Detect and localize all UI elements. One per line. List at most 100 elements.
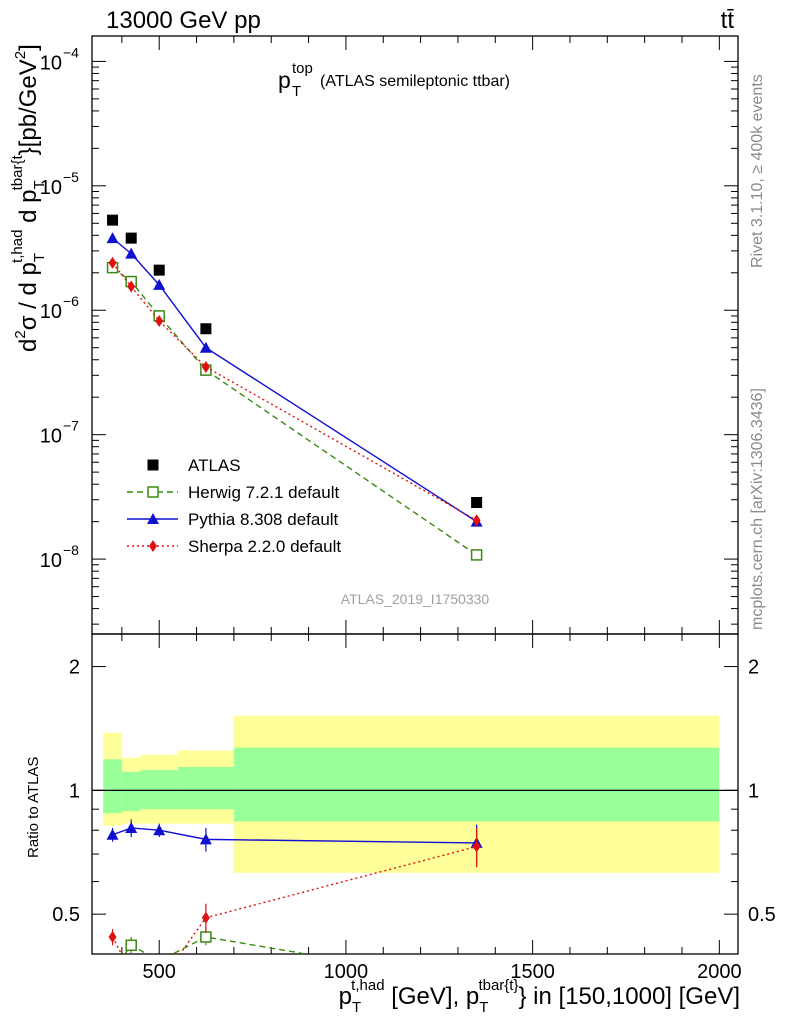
main-line-2 — [112, 237, 477, 523]
ylabel-sigma: σ / d p — [15, 262, 42, 330]
main-point-1-4 — [470, 549, 483, 561]
legend-label-2: Pythia 8.308 default — [188, 510, 339, 529]
legend: ATLAS Herwig 7.2.1 default Pythia 8.308 de… — [127, 456, 341, 556]
main-y-tick-labels: 10−810−710−610−510−4 — [40, 44, 79, 572]
ratio-y-tick-label-left-1: 1 — [69, 780, 80, 802]
x-tick-label-1: 1000 — [324, 961, 369, 983]
x-tick-label-3: 2000 — [697, 961, 742, 983]
ratio-plot-frame — [91, 633, 739, 955]
ratio-y-tick-label-right-2: 2 — [748, 657, 759, 679]
main-y-tick-exp: −7 — [63, 418, 79, 434]
main-point-2-0 — [106, 232, 119, 244]
xlabel-sup2: tbar{t} — [478, 977, 518, 994]
ratio-y-tick-label-left-2: 2 — [69, 657, 80, 679]
analysis-watermark: ATLAS_2019_I1750330 — [341, 591, 490, 607]
title-sub: T — [292, 83, 301, 100]
main-point-3-3 — [201, 360, 210, 373]
ylabel-d2: d — [15, 339, 42, 352]
main-y-tick-label-0: 10 −8 — [40, 542, 79, 572]
main-y-tick-exp: −5 — [63, 169, 79, 185]
xlabel-tail: } in [150,1000] [GeV] — [519, 983, 741, 1010]
xlabel-s2: T — [479, 999, 488, 1016]
ylabel-unit: }[pb/GeV — [15, 59, 42, 155]
main-point-3-4 — [472, 514, 481, 527]
main-point-3-0 — [108, 256, 117, 269]
ratio-point-0-3 — [200, 931, 212, 943]
main-y-tick-base: 10 — [40, 52, 62, 74]
main-y-tick-base: 10 — [40, 177, 62, 199]
x-tick-label-0: 500 — [143, 961, 176, 983]
main-title: p top T (ATLAS semileptonic ttbar) — [278, 60, 510, 100]
main-line-3 — [111, 262, 477, 521]
main-point-0-2 — [153, 264, 165, 276]
ratio-y-tick-labels: 0.5 0.5 1 1 2 2 — [52, 657, 776, 927]
ratio-y-tick-label-left-0: 0.5 — [52, 904, 80, 926]
ratio-point-1-3 — [199, 833, 212, 845]
ratio-point-0-1 — [125, 939, 137, 952]
rivet-label: Rivet 3.1.10, ≥ 400k events — [749, 74, 766, 268]
main-series-layer — [106, 214, 483, 561]
ylabel-close: ] — [15, 44, 42, 51]
ylabel-unitsup: 2 — [12, 51, 29, 59]
ratio-y-axis-title: Ratio to ATLAS — [25, 757, 42, 858]
title-rest: (ATLAS semileptonic ttbar) — [320, 73, 510, 90]
main-y-tick-exp: −8 — [63, 542, 79, 558]
process-label: tt̄ — [721, 7, 735, 34]
ylabel-t: T — [31, 253, 48, 262]
ylabel-dp: d p — [15, 190, 42, 230]
legend-marker-3 — [149, 540, 157, 552]
ratio-point-2-0 — [108, 930, 117, 943]
band-green-1 — [121, 771, 141, 812]
legend-label-0: ATLAS — [188, 456, 241, 475]
ratio-x-tick-labels: 500 1000 1500 2000 — [143, 961, 742, 983]
ratio-y-tick-label-right-1: 1 — [748, 780, 759, 802]
band-green-4 — [233, 747, 720, 822]
band-green-3 — [177, 766, 234, 810]
main-y-tick-label-1: 10 −7 — [40, 418, 79, 448]
title-p: p — [278, 67, 291, 93]
main-point-2-1 — [125, 247, 138, 259]
ylabel-tbar: tbar{t — [9, 155, 26, 191]
main-y-tick-base: 10 — [40, 426, 62, 448]
ylabel-sup2: 2 — [12, 330, 29, 338]
main-y-tick-base: 10 — [40, 301, 62, 323]
xlabel-s1: T — [352, 999, 361, 1016]
main-line-1 — [112, 267, 478, 556]
main-point-0-0 — [107, 214, 119, 226]
main-y-tick-label-3: 10 −5 — [40, 169, 79, 199]
ylabel-t2: T — [31, 180, 48, 189]
main-point-2-3 — [199, 341, 212, 353]
ratio-point-0-0 — [108, 965, 118, 975]
legend-label-3: Sherpa 2.2.0 default — [188, 537, 341, 556]
x-axis-title: pTt,had [GeV], pTtbar{t}} in [150,1000] … — [339, 977, 740, 1016]
main-y-tick-base: 10 — [40, 550, 62, 572]
mcplots-label: mcplots.cern.ch [arXiv:1306.3436] — [749, 388, 766, 630]
xlabel-mid: [GeV], — [385, 983, 466, 1010]
main-y-tick-exp: −6 — [63, 293, 79, 309]
ylabel-thad: t,had — [9, 230, 26, 263]
energy-label: 13000 GeV pp — [106, 7, 261, 34]
main-point-3-1 — [127, 280, 136, 293]
band-green-2 — [140, 770, 178, 810]
xlabel-p1: p — [339, 983, 352, 1010]
legend-marker-2 — [147, 513, 159, 524]
legend-marker-0 — [147, 459, 159, 471]
xlabel-sup1: t,had — [351, 977, 384, 994]
ratio-y-tick-label-right-0: 0.5 — [748, 904, 776, 926]
main-point-0-4 — [471, 496, 483, 508]
xlabel-p2: p — [466, 983, 479, 1010]
main-y-tick-exp: −4 — [63, 44, 79, 60]
main-y-axis-title: d2σ / d pTt,had d pTtbar{t}[pb/GeV2] — [9, 44, 48, 352]
band-green-0 — [103, 759, 122, 814]
main-y-tick-label-4: 10 −4 — [40, 44, 79, 74]
main-point-0-3 — [200, 323, 212, 335]
ratio-point-1-1 — [125, 821, 138, 833]
svg-text:pTt,had [GeV], pTtbar{t}} in [: pTt,had [GeV], pTtbar{t}} in [150,1000] … — [339, 977, 740, 1016]
ratio-line-0 — [123, 936, 311, 954]
main-y-tick-label-2: 10 −6 — [40, 293, 79, 323]
ratio-point-1-0 — [106, 828, 119, 840]
svg-text:d2σ / d pTt,had d pTtbar{t}[pb: d2σ / d pTt,had d pTtbar{t}[pb/GeV2] — [9, 44, 48, 352]
axis-ticks — [92, 36, 738, 955]
main-point-0-1 — [125, 232, 137, 244]
